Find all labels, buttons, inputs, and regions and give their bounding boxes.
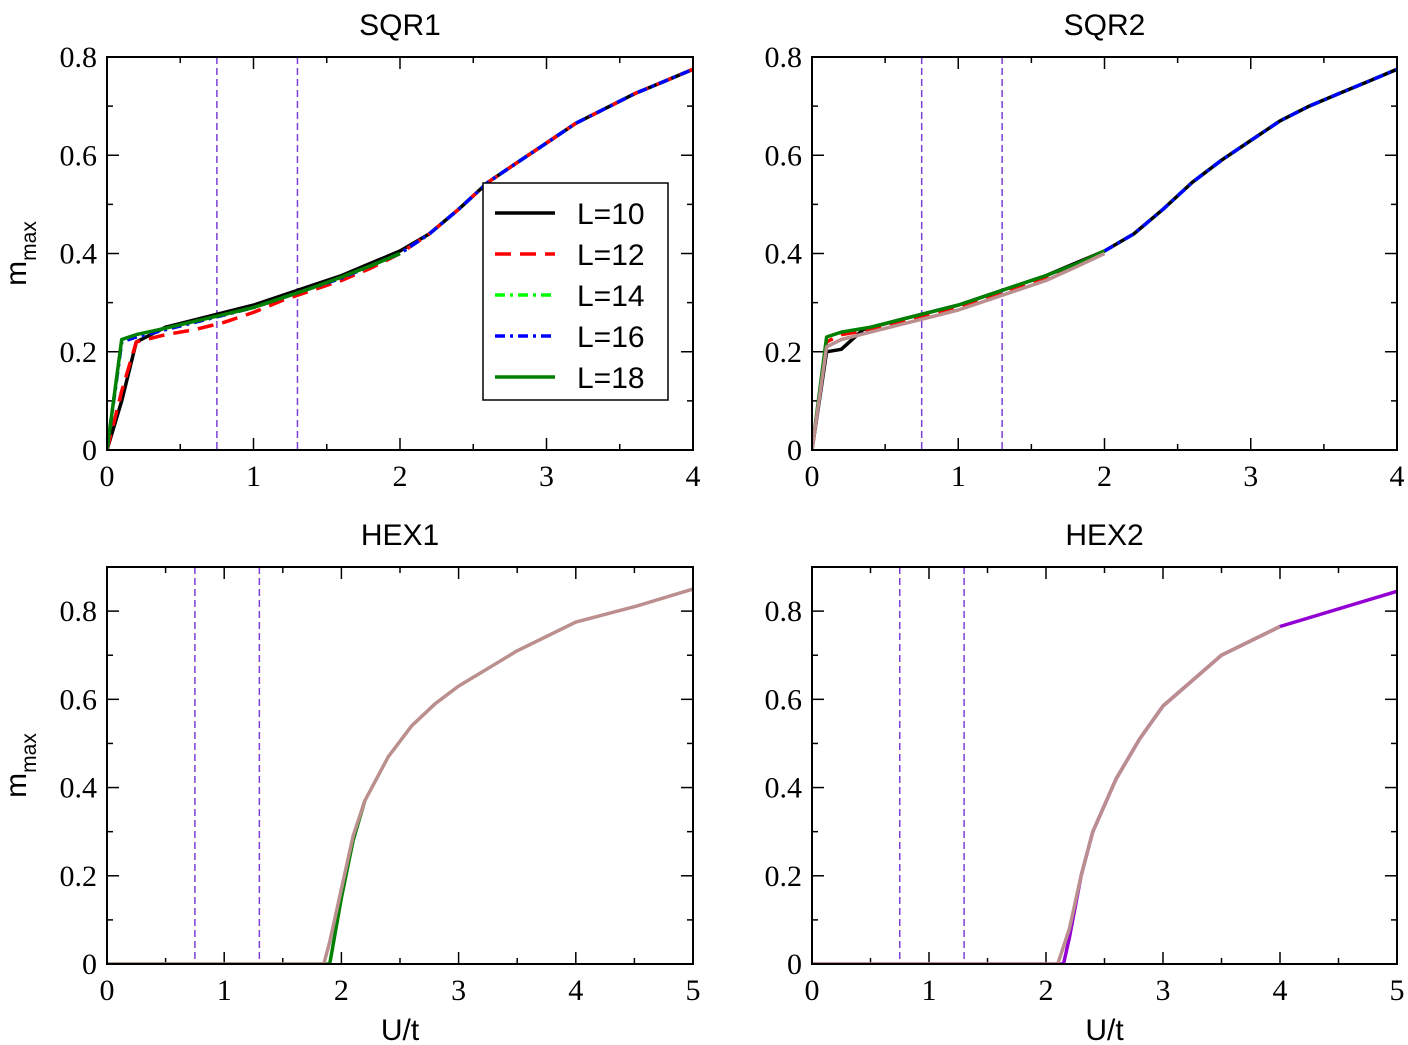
x-tick-label: 4 [1273,974,1288,1007]
legend-label: L=14 [577,280,645,313]
y-tick-label: 0.6 [60,139,98,172]
y-tick-label: 0.2 [60,860,98,893]
y-tick-label: 0.4 [765,772,803,805]
y-tick-label: 0.8 [765,41,803,74]
y-tick-label: 0.8 [765,595,803,628]
panel-sqr1: 0 1 2 3 400.20.40.60.8SQR1mmaxL=10L=12L=14L=… [0,9,701,493]
y-axis-label-main: m [0,773,33,798]
y-axis-label-main: m [0,261,33,286]
y-axis-label-sub: max [18,733,41,773]
y-tick-label: 0.2 [765,336,803,369]
y-tick-label: 0 [787,434,802,467]
x-tick-label: 3 [1243,460,1258,493]
plot-frame [106,566,694,965]
y-tick-label: 0.8 [60,595,98,628]
y-tick-label: 0.4 [60,238,98,271]
legend: L=10 L=12 L=14 L=16 L=18 [482,182,669,401]
x-tick-label: 0 [805,460,820,493]
chart-title: HEX1 [361,519,439,552]
series-line-l24 [812,624,1281,964]
legend-box [482,182,669,401]
legend-label: L=18 [577,362,645,395]
x-tick-label: 3 [539,460,554,493]
y-axis-label: mmax [0,733,41,798]
x-tick-label: 2 [334,974,349,1007]
series-line-l18 [107,251,401,450]
x-tick-label: 0 [100,460,115,493]
y-axis-label-sub: max [18,221,41,261]
chart-title: SQR1 [359,9,441,42]
x-tick-label: 0 [805,974,820,1007]
legend-label: L=16 [577,321,645,354]
y-tick-label: 0 [82,948,97,981]
y-tick-label: 0 [82,434,97,467]
series-line-l18 [812,249,1106,450]
series-line-l12 [812,249,1106,450]
x-tick-label: 3 [1156,974,1171,1007]
legend-label: L=10 [577,198,645,231]
y-tick-label: 0.6 [765,683,803,716]
y-tick-label: 0.8 [60,41,98,74]
x-tick-label: 4 [1390,460,1405,493]
y-axis-label: mmax [0,221,41,286]
x-tick-label: 2 [1039,974,1054,1007]
x-tick-label: 4 [568,974,583,1007]
plot-frame [811,56,1398,451]
chart-title: HEX2 [1065,519,1143,552]
series-line-l20 [812,251,1106,450]
legend-label: L=12 [577,239,645,272]
x-tick-label: 1 [951,460,966,493]
chart-title: SQR2 [1064,9,1146,42]
panel-sqr2: 0 1 2 3 4 0 0.2 0.4 0.6 0.8 SQR2 [765,9,1405,493]
panel-hex2: 0 1 2 3 4 5 0 0.2 0.4 0.6 0.8 HEX2 U/t [765,519,1405,1045]
x-tick-label: 1 [246,460,261,493]
x-tick-label: 2 [1097,460,1112,493]
x-tick-label: 5 [686,974,701,1007]
y-tick-label: 0.4 [60,772,98,805]
x-tick-label: 3 [451,974,466,1007]
y-tick-label: 0.2 [60,336,98,369]
x-tick-label: 1 [922,974,937,1007]
x-tick-label: 1 [217,974,232,1007]
y-tick-label: 0.6 [60,683,98,716]
plot-frame [811,566,1398,965]
series-line-l24 [107,587,693,964]
x-tick-label: 5 [1390,974,1405,1007]
series-line-l12 [107,800,367,964]
panel-hex1: 0 1 2 3 4 5 0 0.2 0.4 0.6 0.8 HEX1 U/t mmax [0,519,701,1045]
x-tick-label: 0 [100,974,115,1007]
x-axis-label: U/t [1085,1014,1124,1045]
y-tick-label: 0.4 [765,238,803,271]
x-axis-label: U/t [381,1014,420,1045]
x-tick-label: 4 [686,460,701,493]
y-tick-label: 0 [787,948,802,981]
plot-frame [106,56,694,451]
series-line-l10 [812,67,1397,450]
y-tick-label: 0.2 [765,860,803,893]
y-tick-label: 0.6 [765,139,803,172]
x-tick-label: 2 [393,460,408,493]
series-line-l16 [1103,67,1397,253]
